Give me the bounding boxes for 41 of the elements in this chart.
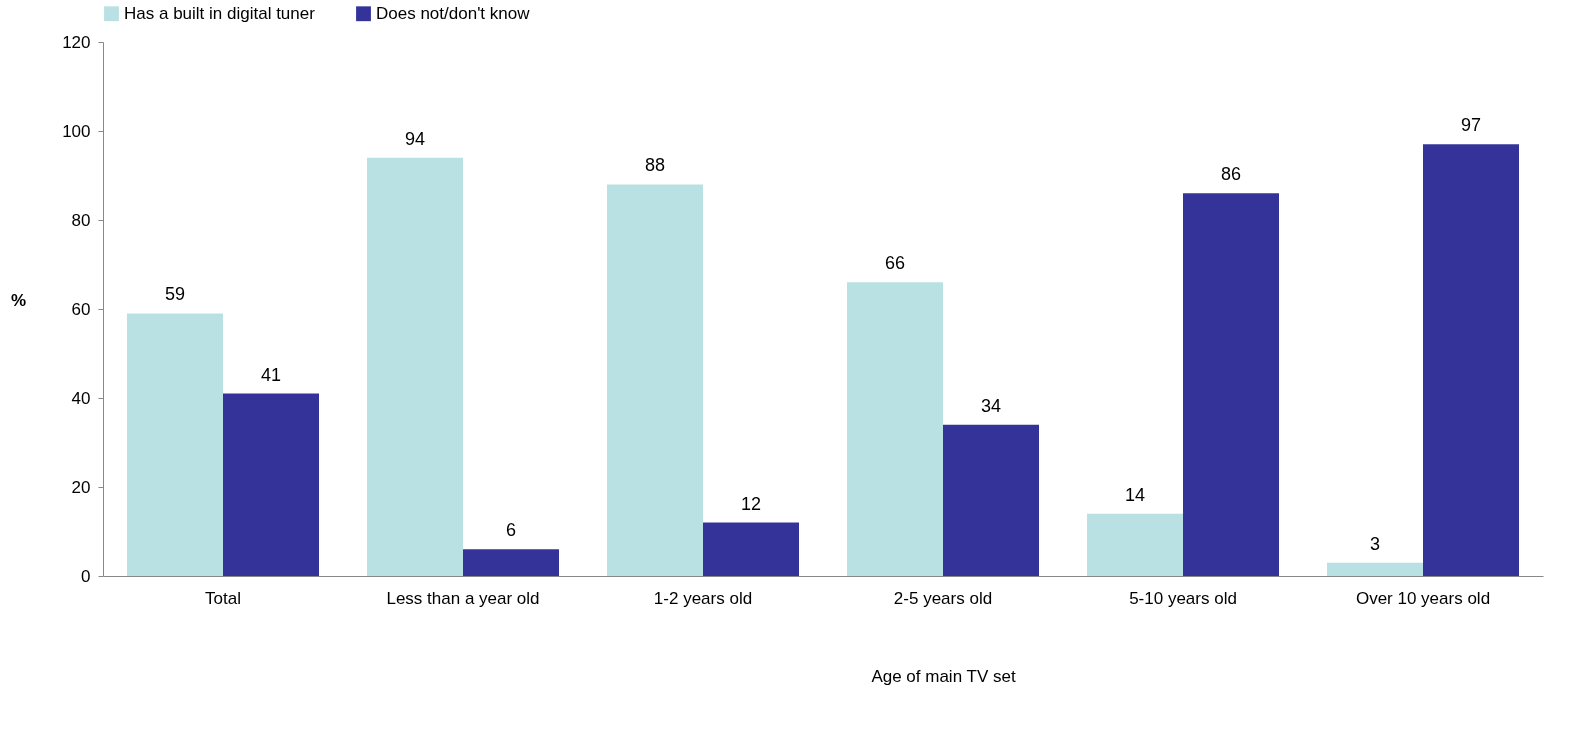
bar [1423,144,1519,576]
x-tick-label: 2-5 years old [893,588,993,608]
bar [127,313,223,576]
x-tick-label: Total [205,588,241,608]
y-tick-label: 0 [81,566,91,586]
data-label: 34 [980,395,1002,416]
y-tick-label: 120 [62,32,91,52]
bar [607,184,703,576]
data-label: 86 [1220,164,1242,185]
bar [703,522,799,576]
y-axis-title: % [10,290,27,310]
data-label: 41 [260,364,282,385]
bar [1087,513,1183,576]
x-tick-label: Less than a year old [386,588,540,608]
data-label: 6 [505,520,517,541]
bar [463,549,559,576]
data-label: 66 [884,253,906,274]
data-label: 97 [1460,115,1482,136]
bar [1183,193,1279,576]
data-label: 14 [1124,484,1146,505]
x-tick-label: 1-2 years old [653,588,753,608]
y-tick-label: 40 [71,388,91,408]
bar [367,157,463,576]
y-tick-label: 20 [71,477,91,497]
data-label: 59 [164,284,186,305]
bar [847,282,943,576]
legend-label: Has a built in digital tuner [124,3,316,23]
legend-label: Does not/don't know [376,3,531,23]
data-label: 3 [1369,533,1381,554]
bar [1327,562,1423,576]
bar [223,393,319,576]
y-tick-label: 80 [71,210,91,230]
data-label: 88 [644,155,666,176]
x-axis-title: Age of main TV set [871,666,1016,686]
data-label: 12 [740,493,762,514]
x-tick-label: Over 10 years old [1355,588,1491,608]
x-tick-label: 5-10 years old [1129,588,1237,608]
data-label: 94 [404,128,426,149]
y-tick-label: 60 [71,299,91,319]
bar [943,424,1039,576]
y-tick-label: 100 [62,121,91,141]
